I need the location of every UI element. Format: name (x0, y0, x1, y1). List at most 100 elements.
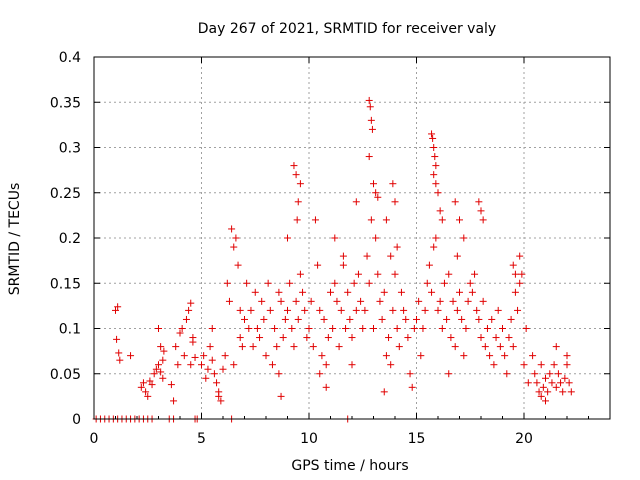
data-point (518, 270, 526, 278)
data-point (563, 352, 571, 360)
data-point (238, 343, 246, 351)
data-point (370, 325, 377, 332)
data-point (236, 334, 244, 342)
data-point (113, 335, 121, 343)
x-tick-label: 10 (300, 431, 318, 447)
data-point (531, 370, 539, 378)
data-point (391, 270, 399, 278)
data-point (438, 216, 446, 224)
data-point (408, 383, 416, 391)
data-point (460, 234, 468, 242)
data-point (189, 338, 197, 346)
data-point (127, 352, 135, 360)
data-point (144, 392, 152, 400)
data-point (436, 207, 444, 215)
y-tick-label: 0.15 (50, 276, 81, 292)
data-point (473, 306, 481, 314)
x-tick-label: 0 (90, 431, 99, 447)
data-point (365, 279, 373, 287)
data-point (477, 334, 485, 342)
data-point (389, 306, 397, 314)
data-point (516, 279, 524, 287)
data-point (137, 383, 145, 391)
data-point (314, 261, 322, 269)
data-point (208, 325, 216, 332)
y-tick-label: 0.2 (59, 231, 81, 247)
data-point (456, 216, 463, 224)
data-point (215, 392, 223, 400)
data-point (434, 189, 442, 197)
data-point (552, 343, 560, 351)
data-point (277, 392, 285, 400)
y-tick-label: 0.3 (59, 141, 81, 157)
data-point (245, 325, 253, 332)
data-point (316, 370, 324, 378)
data-point (445, 370, 453, 378)
data-point (514, 306, 522, 314)
data-point (511, 288, 519, 296)
data-point (296, 270, 304, 278)
data-point (316, 306, 324, 314)
data-point (221, 352, 229, 360)
data-point (273, 343, 281, 351)
data-point (471, 270, 479, 278)
data-point (385, 334, 393, 342)
data-point (232, 234, 240, 242)
data-point (286, 279, 294, 287)
data-point (516, 252, 524, 260)
data-point (284, 234, 291, 242)
data-point (208, 356, 216, 364)
data-point (142, 388, 150, 396)
data-point (529, 352, 537, 360)
data-point (176, 329, 184, 337)
x-tick-label: 5 (197, 431, 206, 447)
data-point (382, 216, 390, 224)
data-point (445, 270, 453, 278)
x-tick-label: 15 (408, 431, 426, 447)
data-point (505, 334, 513, 342)
data-point (305, 325, 313, 332)
data-point (290, 162, 298, 170)
data-point (368, 125, 376, 133)
data-point (406, 370, 414, 378)
data-point (159, 374, 167, 382)
data-point (146, 377, 154, 385)
data-point (230, 361, 238, 369)
data-point (539, 383, 547, 391)
data-point (185, 306, 193, 314)
data-point (387, 252, 395, 260)
data-point (397, 288, 405, 296)
data-point (542, 374, 549, 382)
data-point (182, 315, 190, 323)
data-point (479, 216, 487, 224)
data-point (327, 288, 334, 296)
data-point (550, 361, 558, 369)
y-tick-label: 0.4 (59, 50, 81, 66)
data-point (431, 153, 439, 161)
data-point (546, 370, 554, 378)
data-point (434, 306, 442, 314)
data-point (333, 297, 341, 305)
data-point (479, 297, 487, 305)
data-point (266, 306, 274, 314)
data-point (440, 279, 448, 287)
data-point (260, 315, 268, 323)
data-point (296, 180, 304, 188)
y-tick-label: 0.05 (50, 367, 81, 383)
data-point (352, 306, 360, 314)
data-point (279, 334, 287, 342)
data-point (524, 379, 532, 387)
data-point (115, 349, 123, 357)
data-point (393, 325, 401, 332)
data-point (342, 325, 350, 332)
data-point (464, 297, 472, 305)
data-point (187, 299, 195, 307)
data-point (462, 325, 470, 332)
data-point (292, 171, 300, 179)
data-point (251, 288, 259, 296)
data-point (275, 370, 283, 378)
data-point (354, 270, 362, 278)
data-point (436, 297, 444, 305)
data-point (293, 216, 301, 224)
